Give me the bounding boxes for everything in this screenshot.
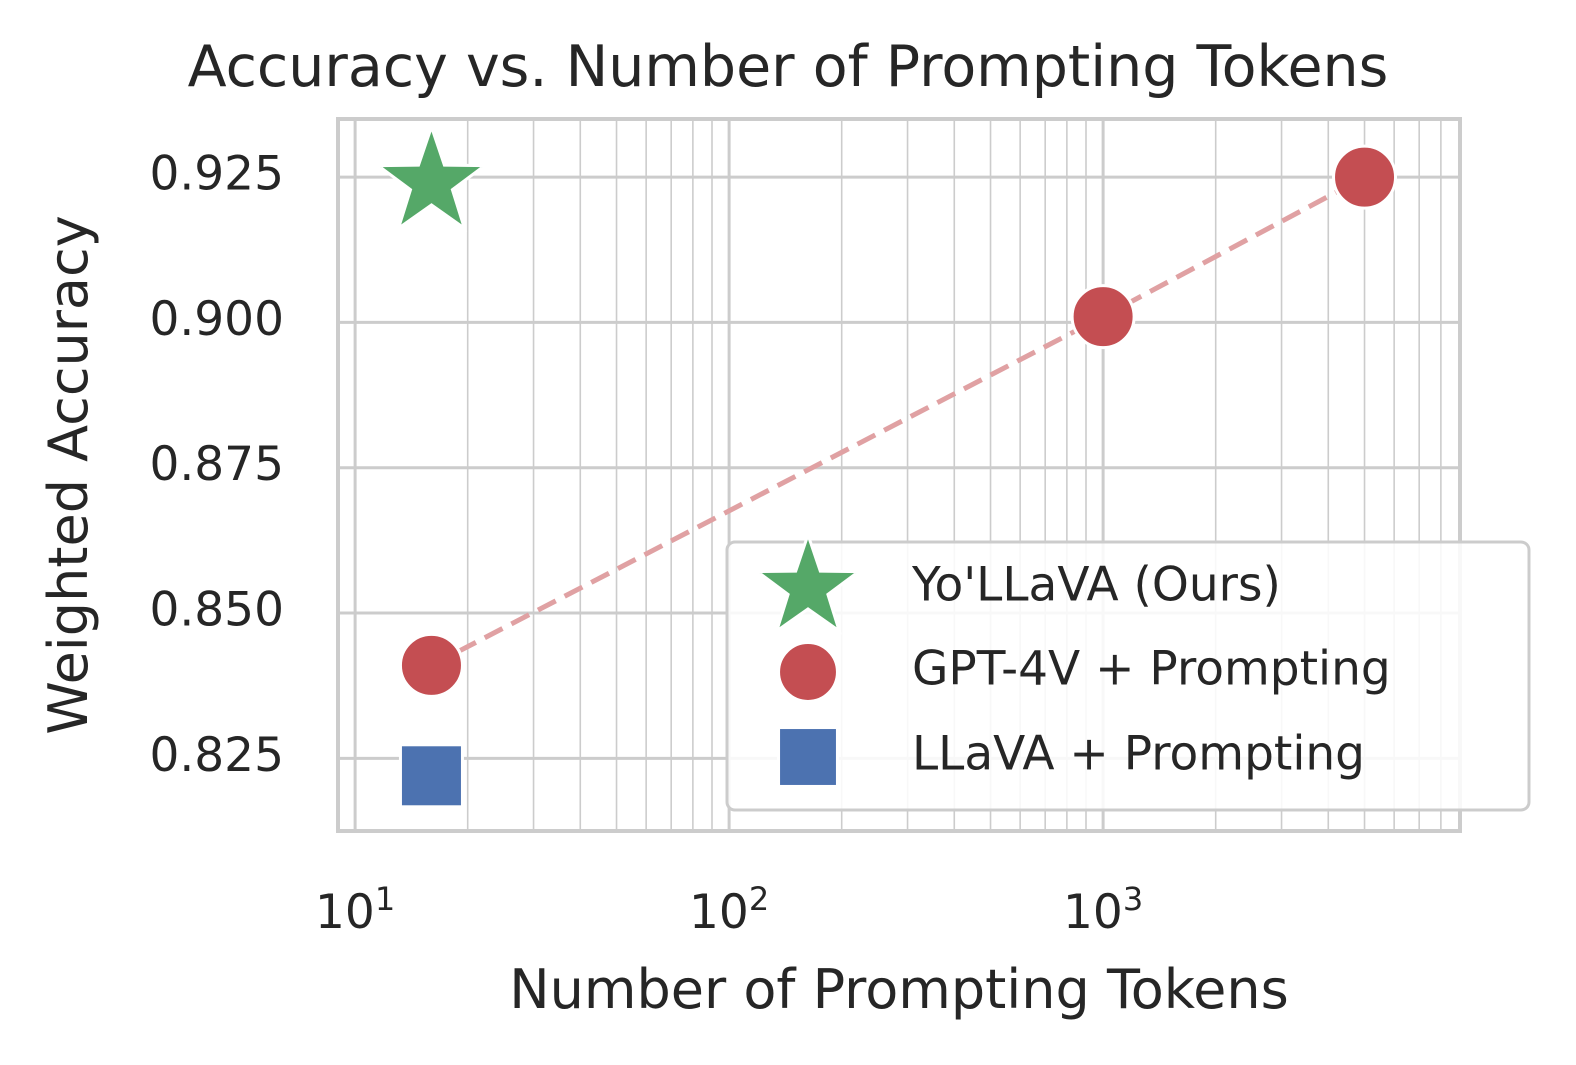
circle-data-point — [1070, 284, 1136, 350]
chart-title: Accuracy vs. Number of Prompting Tokens — [188, 34, 1389, 100]
data-markers — [373, 122, 1398, 809]
legend: Yo'LLaVA (Ours) GPT-4V + Prompting LLaVA +… — [725, 530, 1531, 812]
square-data-point — [398, 743, 464, 809]
y-tick-label: 0.825 — [149, 728, 284, 783]
legend-box — [725, 540, 1531, 812]
legend-label: Yo'LLaVA (Ours) — [911, 558, 1281, 613]
star-data-point — [373, 122, 490, 232]
y-tick-label: 0.850 — [149, 583, 284, 638]
x-tick-labels: 101 102 103 — [315, 880, 1143, 940]
legend-items: Yo'LLaVA (Ours) GPT-4V + Prompting LLaVA +… — [752, 530, 1391, 788]
circle-data-point — [398, 632, 464, 698]
legend-label: GPT-4V + Prompting — [912, 642, 1391, 697]
x-axis-label: Number of Prompting Tokens — [509, 958, 1288, 1021]
legend-label: LLaVA + Prompting — [912, 727, 1365, 782]
y-tick-label: 0.875 — [149, 437, 284, 492]
legend-marker-star — [752, 530, 864, 635]
y-tick-label: 0.925 — [149, 147, 284, 202]
x-tick-label: 103 — [1063, 880, 1143, 940]
plot-frame — [336, 117, 1462, 833]
x-tick-label: 102 — [689, 880, 769, 940]
legend-marker-square — [777, 726, 839, 788]
y-axis-label: Weighted Accuracy — [37, 215, 100, 734]
y-tick-label: 0.900 — [149, 292, 284, 347]
legend-marker-circle — [777, 641, 839, 703]
circle-data-point — [1332, 144, 1398, 210]
y-tick-labels: 0.825 0.850 0.875 0.900 0.925 — [149, 147, 284, 783]
x-tick-label: 101 — [315, 880, 395, 940]
